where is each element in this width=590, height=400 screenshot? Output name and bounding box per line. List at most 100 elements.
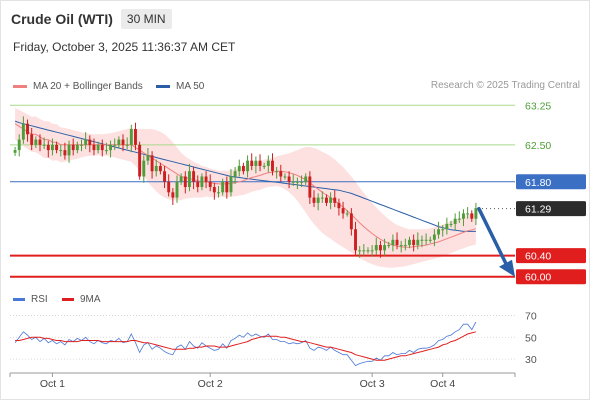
candle-body — [80, 144, 83, 146]
level-label-62.50: 62.50 — [525, 140, 551, 152]
candle-body — [287, 176, 291, 182]
candle-body — [304, 176, 308, 182]
candle — [291, 174, 295, 186]
level-box-60.00 — [516, 269, 586, 285]
candle — [183, 171, 187, 194]
candle-body — [262, 165, 266, 167]
candle-body — [117, 139, 121, 145]
candle — [109, 140, 113, 158]
candle-body — [320, 197, 324, 199]
candle — [300, 175, 304, 188]
candle-body — [142, 160, 146, 177]
candle-body — [408, 239, 411, 246]
candle — [457, 211, 461, 223]
candle-body — [362, 250, 366, 252]
candle-body — [295, 181, 299, 183]
candle-body — [229, 176, 233, 193]
candle-body — [349, 213, 353, 230]
candle-body — [337, 202, 341, 209]
candle — [383, 238, 387, 256]
candle — [71, 138, 75, 156]
candle-body — [453, 218, 457, 224]
candle — [399, 240, 403, 253]
candle — [129, 124, 133, 153]
candle — [125, 137, 129, 150]
candle — [88, 135, 92, 153]
candle — [229, 169, 233, 197]
candle — [250, 153, 254, 171]
level-label-61.80: 61.80 — [525, 177, 551, 189]
candle — [34, 136, 38, 149]
candle — [416, 232, 420, 250]
candle — [337, 198, 341, 216]
candle — [341, 201, 345, 219]
candle-body — [308, 176, 312, 198]
candle-body — [129, 129, 133, 145]
candle — [204, 171, 208, 189]
candle-body — [403, 245, 407, 247]
candle-body — [167, 181, 171, 193]
candle-body — [96, 144, 100, 151]
candle-body — [38, 139, 42, 145]
instrument-title: Crude Oil (WTI) — [11, 11, 113, 27]
candle-body — [100, 144, 104, 151]
candle-body — [395, 239, 399, 246]
candle — [146, 148, 150, 165]
ma20-label: MA 20 + Bollinger Bands — [33, 81, 143, 92]
candle-body — [121, 139, 125, 145]
candle — [208, 174, 212, 192]
candle — [295, 177, 299, 190]
candle-body — [432, 234, 436, 240]
timeframe-badge[interactable]: 30 MIN — [120, 9, 172, 29]
candle-body — [125, 144, 129, 146]
candle-body — [345, 213, 349, 215]
candle-body — [424, 239, 428, 241]
candle-body — [241, 165, 245, 172]
candle-body — [275, 171, 279, 173]
candle — [241, 162, 245, 175]
level-label-60.40: 60.40 — [525, 251, 551, 263]
candle — [138, 141, 142, 180]
candle-body — [449, 223, 453, 225]
rsi-tick-label: 30 — [525, 354, 537, 366]
candle — [428, 236, 432, 243]
candle — [420, 235, 424, 248]
candle — [271, 153, 274, 176]
candle-body — [146, 155, 150, 161]
candle — [150, 151, 154, 179]
candle-body — [258, 160, 262, 166]
candle-body — [75, 144, 79, 151]
candle — [134, 122, 137, 151]
rsi-ma-label: 9MA — [80, 294, 101, 305]
candle-body — [250, 160, 254, 166]
candle-body — [283, 176, 287, 178]
candle — [441, 225, 445, 237]
candle-body — [192, 171, 196, 182]
candle — [424, 233, 428, 246]
candle-body — [196, 181, 200, 188]
candle-body — [208, 181, 212, 188]
x-tick-label: Oct 3 — [360, 378, 385, 390]
candle — [345, 210, 349, 217]
candle-body — [71, 144, 75, 151]
forecast-arrow-shaft — [477, 206, 508, 266]
candle — [192, 166, 196, 190]
candle-body — [67, 144, 71, 156]
candle-body — [175, 181, 179, 198]
candle-body — [466, 213, 470, 215]
candle-body — [92, 144, 96, 151]
candle — [117, 136, 121, 149]
research-credit: Research © 2025 Trading Central — [430, 80, 580, 91]
candle-body — [358, 250, 362, 252]
candle — [358, 246, 362, 258]
candle-body — [138, 144, 142, 177]
candle-body — [134, 129, 137, 145]
candle-body — [412, 239, 416, 246]
candle-body — [445, 223, 449, 230]
candle-body — [21, 123, 25, 140]
candle-body — [55, 144, 59, 151]
candle — [374, 237, 378, 255]
candle — [13, 146, 17, 156]
candle — [154, 159, 158, 177]
